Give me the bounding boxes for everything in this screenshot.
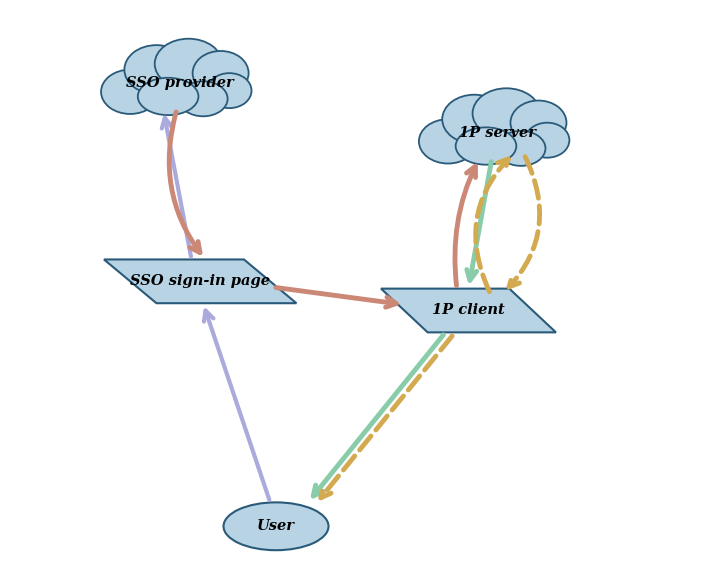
- Text: SSO sign-in page: SSO sign-in page: [130, 274, 270, 288]
- Ellipse shape: [223, 502, 329, 550]
- Text: 1P server: 1P server: [459, 125, 536, 139]
- Ellipse shape: [510, 101, 566, 145]
- Ellipse shape: [155, 39, 222, 89]
- Ellipse shape: [456, 127, 516, 165]
- Text: SSO provider: SSO provider: [126, 76, 233, 90]
- Ellipse shape: [207, 73, 252, 108]
- Ellipse shape: [179, 81, 228, 116]
- Ellipse shape: [473, 88, 540, 138]
- Text: 1P client: 1P client: [432, 304, 505, 318]
- Ellipse shape: [419, 119, 477, 163]
- Polygon shape: [381, 289, 556, 332]
- Ellipse shape: [101, 70, 159, 114]
- Ellipse shape: [497, 131, 545, 166]
- Ellipse shape: [442, 95, 507, 144]
- Text: User: User: [257, 519, 295, 533]
- Ellipse shape: [193, 51, 249, 96]
- Polygon shape: [104, 260, 297, 303]
- Ellipse shape: [124, 45, 188, 94]
- Ellipse shape: [138, 78, 198, 115]
- Ellipse shape: [525, 122, 569, 158]
